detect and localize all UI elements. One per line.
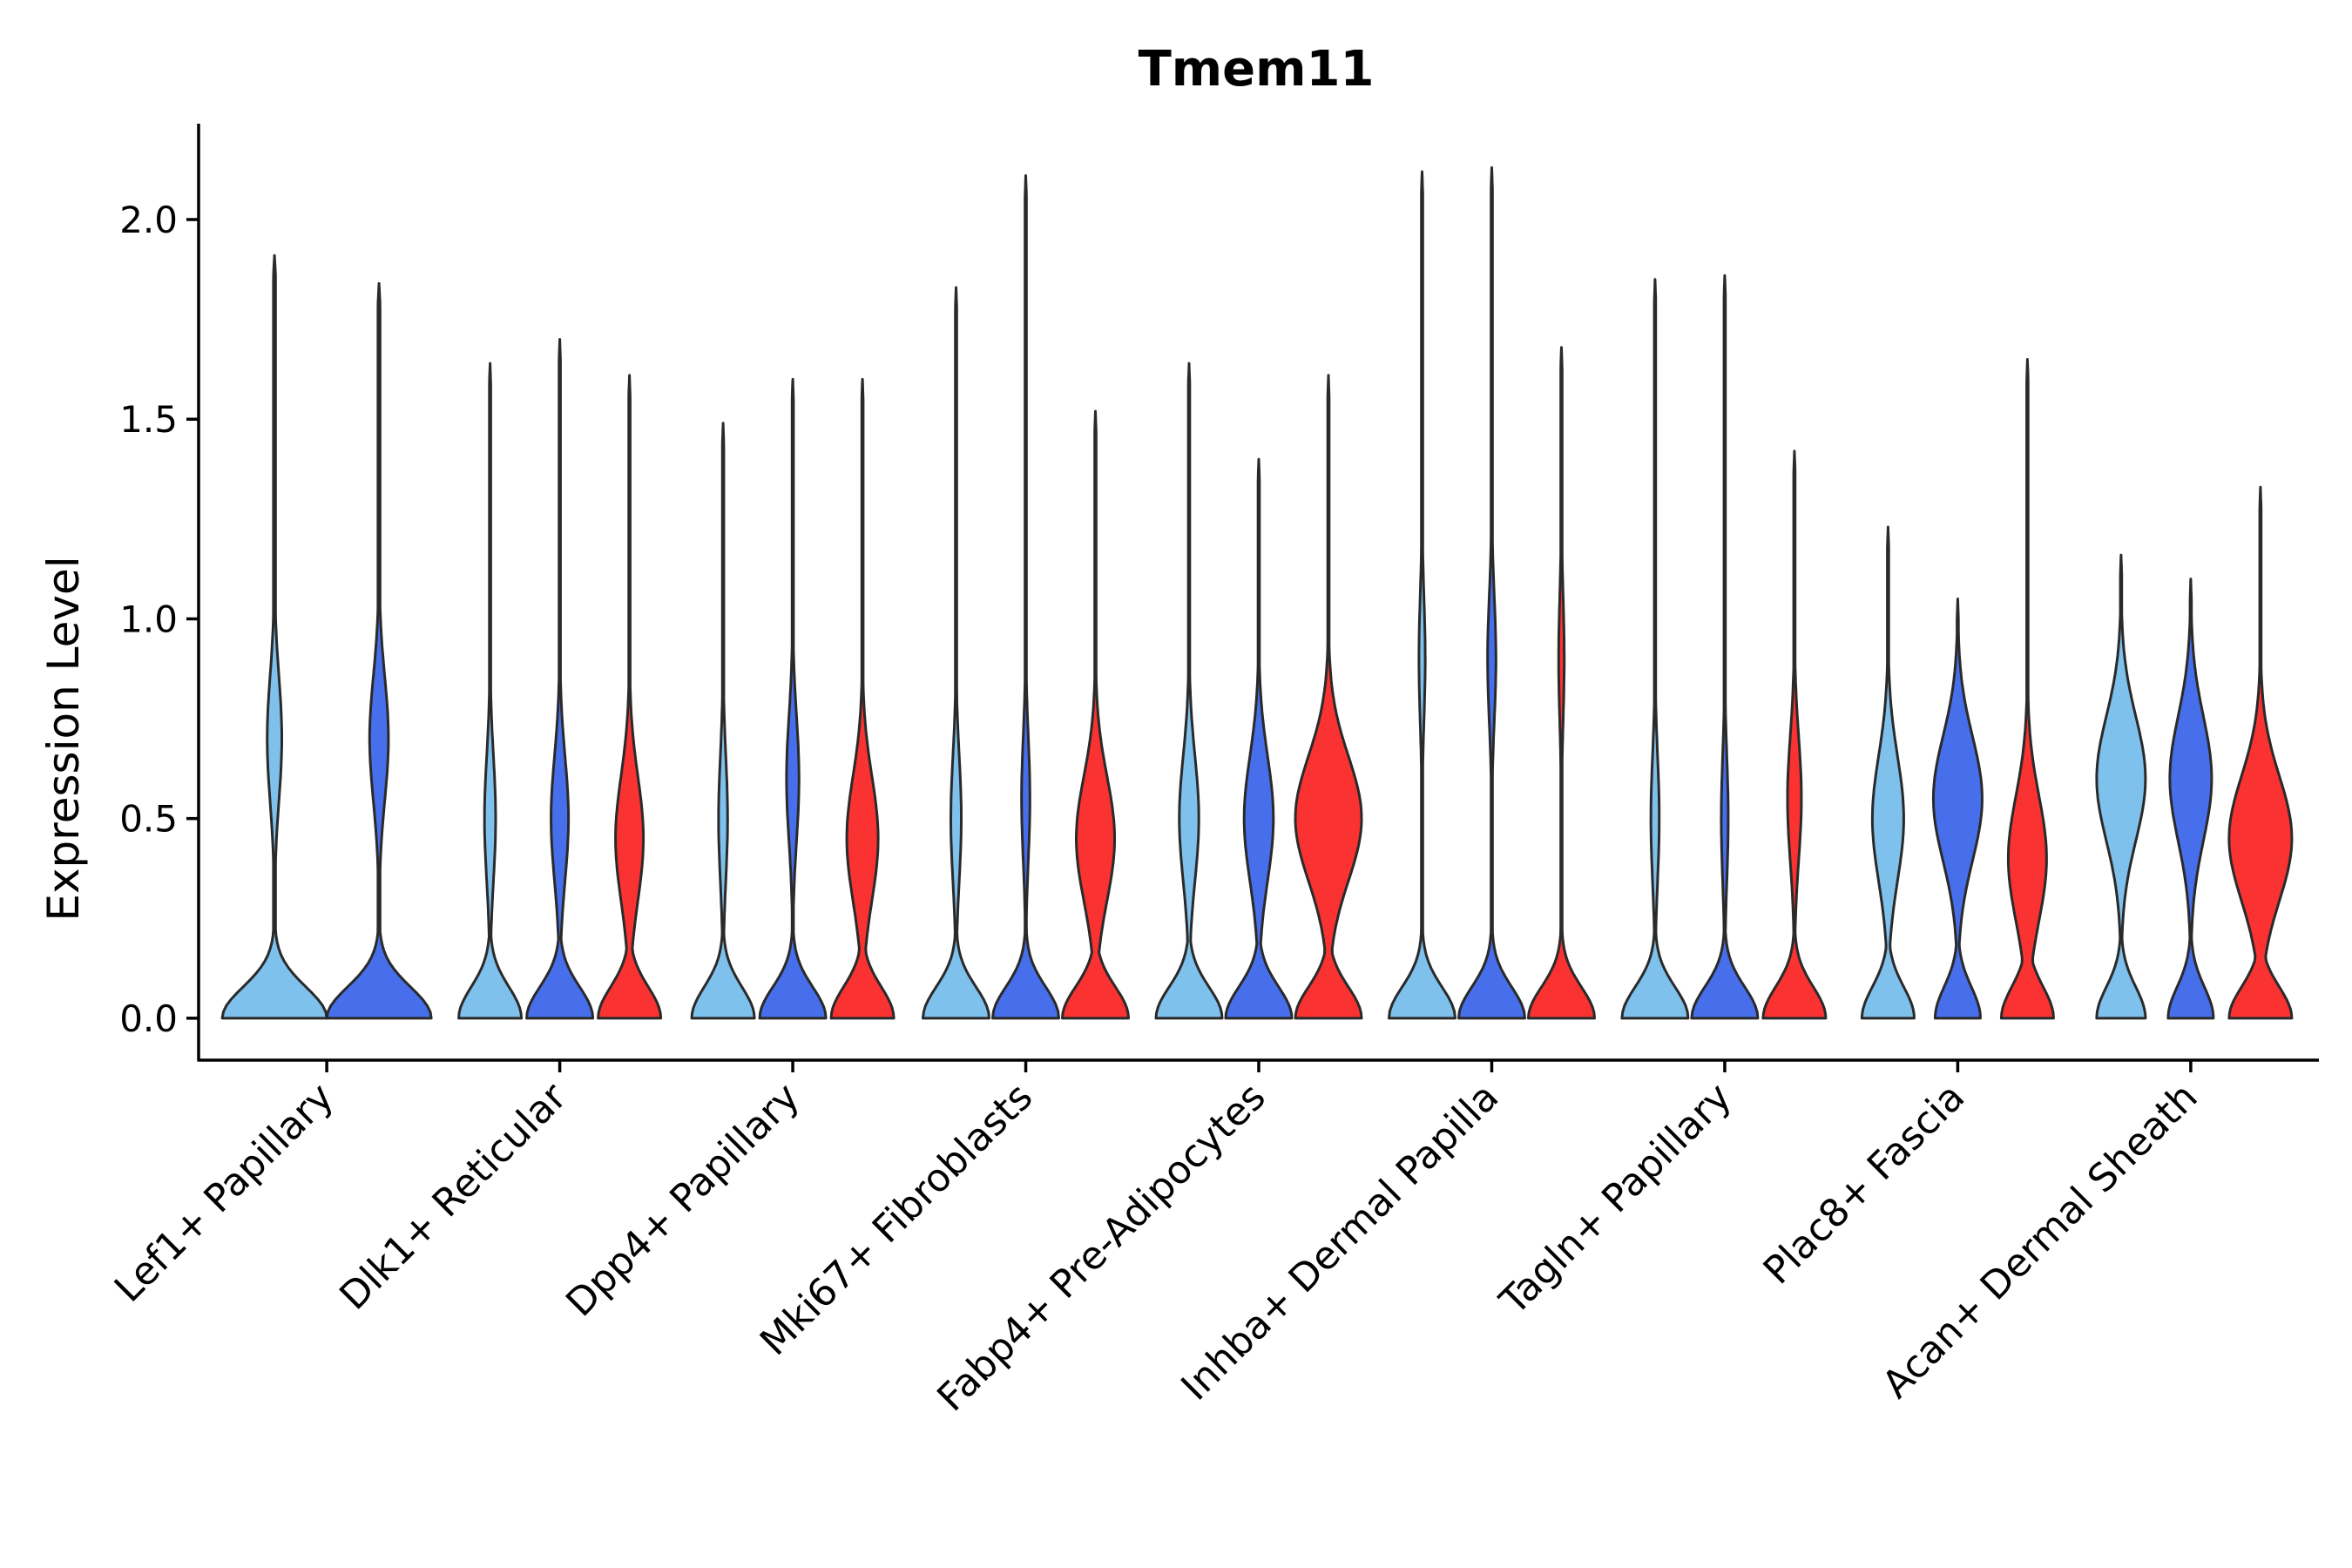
x-tick-label: Plac8+ Fascia	[1755, 1075, 1974, 1294]
violin-group-2-8	[1931, 598, 1984, 1020]
x-tick-label: Tagln+ Papillary	[1491, 1075, 1740, 1324]
x-tick-label: Lef1+ Papillary	[106, 1075, 342, 1311]
violin-group-1-9	[2095, 553, 2147, 1020]
violin-group-2-7	[1690, 274, 1760, 1020]
violin-group-2-9	[2166, 578, 2215, 1020]
violin-group-3-7	[1761, 449, 1828, 1020]
violin-group-1-6	[1388, 170, 1456, 1020]
y-tick-label: 2.0	[119, 199, 178, 241]
violin-group-2-5	[1224, 457, 1294, 1020]
violin-group-1-3	[690, 422, 756, 1020]
y-axis-label: Expression Level	[38, 556, 89, 921]
violin-group-3-3	[829, 377, 896, 1020]
x-tick-label: Dpp4+ Papillary	[558, 1075, 808, 1326]
violin-group-1-2	[457, 362, 524, 1020]
y-tick-label: 1.0	[119, 598, 178, 640]
violin-group-2-3	[758, 377, 828, 1020]
y-tick-label: 0.0	[119, 997, 178, 1040]
y-tick-label: 1.5	[119, 398, 178, 441]
violin-group-1-7	[1620, 278, 1690, 1020]
violin-group-1-5	[1154, 362, 1224, 1020]
violin-group-3-6	[1527, 346, 1596, 1020]
violin-group-1-8	[1860, 525, 1916, 1020]
violin-group-3-9	[2227, 485, 2294, 1020]
violin-group-3-2	[597, 374, 663, 1020]
y-tick-label: 0.5	[119, 798, 178, 841]
violin-group-1-1	[220, 253, 328, 1020]
violin-group-2-6	[1457, 166, 1526, 1020]
violin-group-2-4	[991, 174, 1060, 1020]
violin-group-2-2	[525, 338, 595, 1020]
violin-group-2-1	[325, 281, 433, 1020]
chart-title: Tmem11	[1139, 41, 1375, 98]
violin-group-3-8	[1999, 358, 2055, 1020]
violin-group-1-4	[922, 286, 990, 1020]
violins-group	[220, 166, 2294, 1020]
violin-group-3-5	[1294, 374, 1363, 1020]
y-ticks-group: 0.0 0.5 1.0 1.5 2.0	[119, 199, 199, 1040]
x-tick-label: Dlk1+ Reticular	[331, 1074, 576, 1319]
violin-group-3-4	[1061, 409, 1130, 1020]
